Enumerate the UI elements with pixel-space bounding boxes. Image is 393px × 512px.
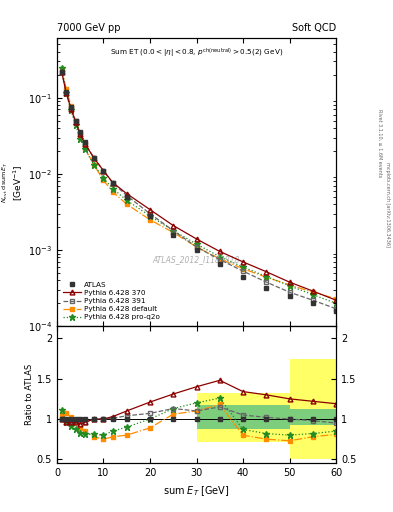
Text: 7000 GeV pp: 7000 GeV pp bbox=[57, 23, 121, 33]
X-axis label: sum $E_T$ [GeV]: sum $E_T$ [GeV] bbox=[163, 484, 230, 498]
Legend: ATLAS, Pythia 6.428 370, Pythia 6.428 391, Pythia 6.428 default, Pythia 6.428 pr: ATLAS, Pythia 6.428 370, Pythia 6.428 39… bbox=[61, 280, 162, 323]
Text: Sum ET $(0.0 < |\eta| < 0.8,\,p^\mathsf{ch(neutral)} > 0.5(2)\ \mathsf{GeV})$: Sum ET $(0.0 < |\eta| < 0.8,\,p^\mathsf{… bbox=[110, 47, 283, 60]
Text: Rivet 3.1.10, ≥ 1.6M events: Rivet 3.1.10, ≥ 1.6M events bbox=[377, 109, 382, 178]
Text: mcplots.cern.ch [arXiv:1306.3436]: mcplots.cern.ch [arXiv:1306.3436] bbox=[385, 162, 389, 247]
Y-axis label: Ratio to ATLAS: Ratio to ATLAS bbox=[25, 364, 34, 425]
Y-axis label: $\frac{1}{N_\mathsf{evt}}\frac{\mathsf{d}N_\mathsf{evt}}{\mathsf{d\,sum}\,E_T}$
: $\frac{1}{N_\mathsf{evt}}\frac{\mathsf{d… bbox=[0, 162, 25, 203]
Text: ATLAS_2012_I1183818: ATLAS_2012_I1183818 bbox=[153, 255, 240, 265]
Text: Soft QCD: Soft QCD bbox=[292, 23, 336, 33]
